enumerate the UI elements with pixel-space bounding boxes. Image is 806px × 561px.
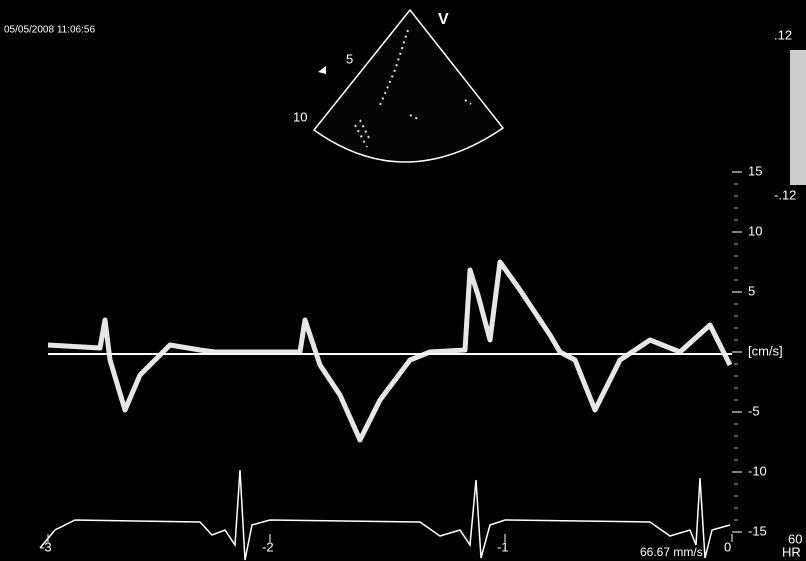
velocity-label: -5 — [748, 403, 760, 418]
depth-label: 5 — [346, 51, 353, 66]
time-axis: -3 -2 -1 0 — [40, 534, 733, 554]
timestamp: 05/05/2008 11:06:56 — [4, 25, 95, 36]
sector-outline — [312, 8, 505, 163]
velocity-label: [cm/s] — [748, 343, 783, 358]
orientation-marker — [318, 66, 326, 74]
ecg-trace — [39, 469, 731, 561]
time-label: -2 — [262, 539, 274, 554]
heart-rate-value: 60 — [788, 531, 802, 546]
velocity-axis: 15 10 5 [cm/s] -5 -10 -15 — [732, 163, 783, 538]
velocity-label: -10 — [748, 463, 767, 478]
velocity-label: 15 — [748, 163, 762, 178]
doppler-spectrum — [47, 259, 733, 443]
time-label: -3 — [40, 539, 52, 554]
heart-rate-label: HR — [782, 544, 801, 559]
time-label: 0 — [724, 539, 731, 554]
velocity-label: 10 — [748, 223, 762, 238]
depth-label: 10 — [293, 109, 307, 124]
velocity-label: 5 — [748, 283, 755, 298]
sector-label: V — [438, 11, 449, 28]
time-label: -1 — [497, 539, 509, 554]
sector-speckle — [354, 29, 472, 148]
color-scale-bottom: -.12 — [774, 187, 796, 202]
color-scale-top: .12 — [774, 27, 792, 42]
sweep-speed: 66.67 mm/s — [640, 545, 703, 559]
velocity-label: -15 — [748, 523, 767, 538]
color-bar — [790, 50, 806, 185]
